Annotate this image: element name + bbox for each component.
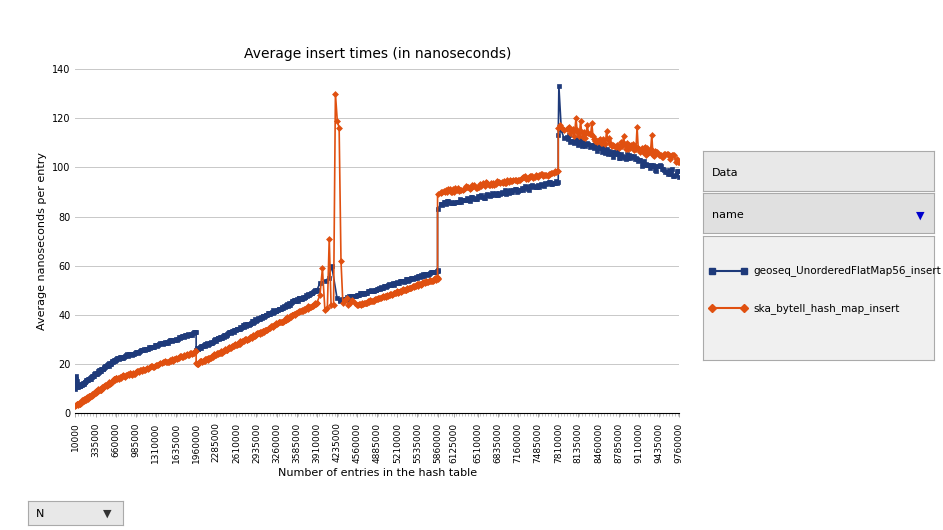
X-axis label: Number of entries in the hash table: Number of entries in the hash table [277, 468, 477, 478]
Text: ska_bytell_hash_map_insert: ska_bytell_hash_map_insert [753, 303, 900, 314]
Text: Data: Data [712, 168, 738, 178]
geoseq_UnorderedFlatMap56_insert [240, 323, 252, 329]
Line: geoseq_UnorderedFlatMap56_insert: geoseq_UnorderedFlatMap56_insert [74, 84, 681, 391]
geoseq_UnorderedFlatMap56_insert [646, 163, 657, 170]
Text: ▼: ▼ [916, 210, 924, 220]
Text: geoseq_UnorderedFlatMap56_insert: geoseq_UnorderedFlatMap56_insert [753, 266, 941, 276]
Text: ▼: ▼ [103, 509, 111, 519]
ska_bytell_hash_map_insert [70, 403, 81, 409]
geoseq_UnorderedFlatMap56_insert [460, 197, 472, 203]
Text: N: N [36, 509, 44, 519]
ska_bytell_hash_map_insert [353, 302, 364, 308]
Line: ska_bytell_hash_map_insert: ska_bytell_hash_map_insert [74, 91, 681, 408]
ska_bytell_hash_map_insert [395, 288, 406, 295]
ska_bytell_hash_map_insert [571, 115, 582, 121]
geoseq_UnorderedFlatMap56_insert [571, 138, 583, 144]
Title: Average insert times (in nanoseconds): Average insert times (in nanoseconds) [243, 47, 511, 61]
ska_bytell_hash_map_insert [366, 298, 377, 304]
geoseq_UnorderedFlatMap56_insert [77, 379, 89, 386]
ska_bytell_hash_map_insert [436, 190, 447, 197]
Text: name: name [712, 210, 743, 220]
ska_bytell_hash_map_insert [107, 378, 118, 385]
geoseq_UnorderedFlatMap56_insert [70, 386, 81, 392]
geoseq_UnorderedFlatMap56_insert [673, 174, 685, 180]
geoseq_UnorderedFlatMap56_insert [162, 339, 174, 346]
ska_bytell_hash_map_insert [330, 90, 341, 96]
ska_bytell_hash_map_insert [673, 158, 685, 165]
Y-axis label: Average nanoseconds per entry: Average nanoseconds per entry [37, 152, 46, 330]
geoseq_UnorderedFlatMap56_insert [554, 83, 565, 89]
